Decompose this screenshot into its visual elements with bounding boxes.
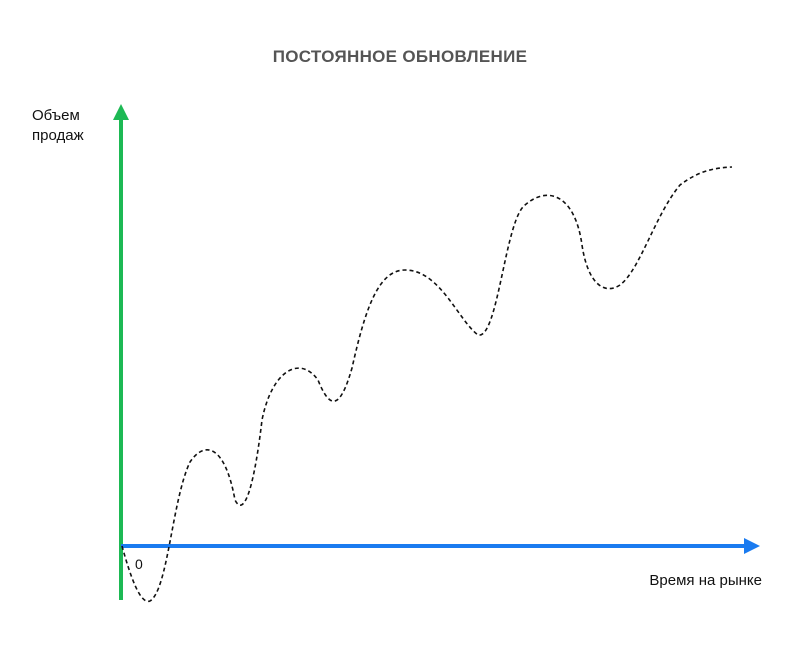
sales-curve (121, 166, 733, 602)
y-axis-label-line1: Объем (32, 107, 80, 124)
diagram-title: ПОСТОЯННОЕ ОБНОВЛЕНИЕ (273, 47, 528, 66)
y-axis-label-line2: продаж (32, 127, 84, 144)
x-axis-label: Время на рынке (649, 572, 762, 589)
origin-label: 0 (135, 556, 143, 572)
